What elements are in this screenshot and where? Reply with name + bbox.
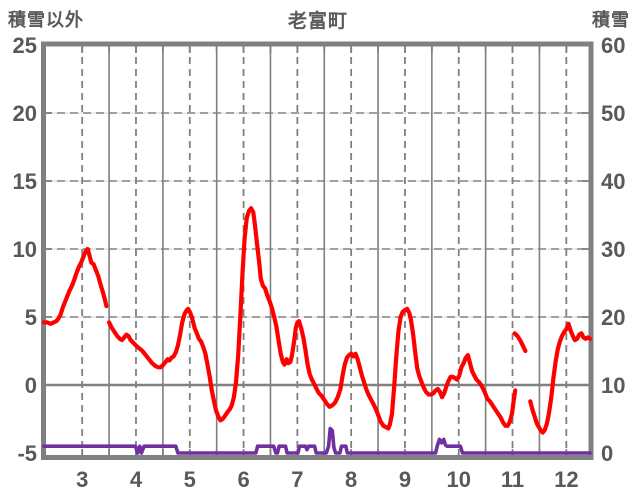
right-axis-tick-label: 40 — [601, 169, 625, 194]
left-axis-tick-label: 10 — [13, 237, 37, 262]
chart-title: 老富町 — [287, 11, 348, 32]
temperature-line-segment — [512, 331, 528, 354]
temperature-line-segment — [107, 206, 518, 431]
right-axis-tick-label: 60 — [601, 33, 625, 58]
right-axis-tick-label: 0 — [601, 441, 613, 466]
left-axis-tick-label: 25 — [13, 33, 37, 58]
right-axis-tick-label: 20 — [601, 305, 625, 330]
right-axis-title: 積雪 — [592, 10, 630, 30]
left-axis-tick-label: 20 — [13, 101, 37, 126]
left-axis-tick-label: 0 — [25, 373, 37, 398]
left-axis-tick-label: 5 — [25, 305, 37, 330]
x-axis-tick-label: 11 — [501, 467, 524, 492]
x-axis-tick-label: 5 — [184, 467, 196, 492]
right-axis-tick-label: 10 — [601, 373, 625, 398]
right-axis-tick-label: 50 — [601, 101, 625, 126]
x-axis-tick-label: 8 — [345, 467, 357, 492]
x-axis-tick-label: 3 — [76, 467, 88, 492]
snow-depth-line — [42, 426, 592, 455]
right-axis-tick-label: 30 — [601, 237, 625, 262]
left-axis-tick-label: 15 — [13, 169, 37, 194]
left-axis-tick-label: -5 — [17, 441, 37, 466]
x-axis-tick-label: 12 — [554, 467, 578, 492]
temperature-line-segment — [528, 321, 593, 435]
left-axis-title: 積雪以外 — [8, 10, 84, 30]
plot-border — [41, 41, 594, 460]
x-axis-tick-label: 10 — [447, 467, 471, 492]
x-axis-tick-label: 4 — [130, 467, 143, 492]
x-axis-tick-label: 9 — [399, 467, 411, 492]
temperature-line-segment — [41, 246, 109, 326]
x-axis-tick-label: 7 — [291, 467, 303, 492]
x-axis-tick-label: 6 — [237, 467, 249, 492]
